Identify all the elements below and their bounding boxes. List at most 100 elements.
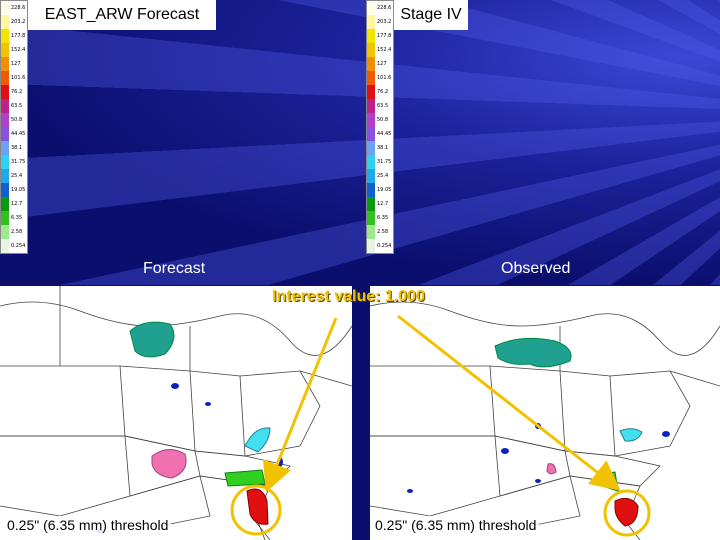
observed-label: Observed — [501, 260, 571, 277]
colorbar-swatch — [1, 29, 9, 43]
red-region — [246, 488, 269, 525]
colorbar-level: 12.7 — [1, 197, 27, 211]
colorbar-level: 228.6 — [367, 1, 393, 15]
colorbar-swatch — [367, 169, 375, 183]
colorbar-level: 38.1 — [1, 141, 27, 155]
colorbar-level: 44.45 — [1, 127, 27, 141]
colorbar-swatch — [367, 57, 375, 71]
colorbar-swatch — [367, 99, 375, 113]
colorbar-label: 50.8 — [377, 117, 389, 123]
colorbar-label: 228.6 — [377, 5, 392, 11]
colorbar-swatch — [367, 1, 375, 15]
colorbar-level: 203.2 — [1, 15, 27, 29]
colorbar-label: 152.4 — [11, 47, 26, 53]
colorbar-swatch — [1, 113, 9, 127]
colorbar-level: 25.4 — [367, 169, 393, 183]
colorbar-label: 76.2 — [11, 89, 23, 95]
colorbar-swatch — [1, 43, 9, 57]
colorbar-label: 203.2 — [377, 19, 392, 25]
background — [0, 0, 720, 285]
pink-region — [151, 449, 187, 479]
panel-divider — [352, 314, 370, 540]
colorbar-swatch — [1, 71, 9, 85]
colorbar-label: 50.8 — [11, 117, 23, 123]
colorbar-label: 152.4 — [377, 47, 392, 53]
colorbar-level: 2.58 — [367, 225, 393, 239]
colorbar-label: 228.6 — [11, 5, 26, 11]
cyan-region-observed — [619, 428, 643, 442]
colorbar-level: 31.75 — [1, 155, 27, 169]
colorbar-swatch — [367, 225, 375, 239]
colorbar-swatch — [367, 211, 375, 225]
threshold-right: 0.25" (6.35 mm) threshold — [372, 516, 540, 534]
colorbar-label: 19.05 — [377, 187, 392, 193]
colorbar-right: 228.6 203.2 177.8 152.4 127 101.6 76.2 63.5 50.8… — [366, 0, 394, 254]
colorbar-level: 101.6 — [367, 71, 393, 85]
colorbar-swatch — [1, 99, 9, 113]
colorbar-swatch — [1, 85, 9, 99]
colorbar-label: 6.35 — [11, 215, 23, 221]
colorbar-level: 76.2 — [367, 85, 393, 99]
pink-region-observed — [546, 463, 557, 475]
colorbar-label: 44.45 — [377, 131, 392, 137]
colorbar-level: 44.45 — [367, 127, 393, 141]
colorbar-swatch — [1, 141, 9, 155]
teal-region-observed — [494, 337, 572, 368]
colorbar-label: 12.7 — [377, 201, 389, 207]
colorbar-label: 2.58 — [377, 229, 389, 235]
colorbar-level: 6.35 — [1, 211, 27, 225]
stage-iv-title: Stage IV — [394, 0, 468, 30]
colorbar-label: 101.6 — [377, 75, 392, 81]
colorbar-level: 177.8 — [367, 29, 393, 43]
colorbar-level: 63.5 — [1, 99, 27, 113]
forecast-title: EAST_ARW Forecast — [28, 0, 216, 30]
colorbar-swatch — [1, 197, 9, 211]
colorbar-label: 2.58 — [11, 229, 23, 235]
colorbar-level: 63.5 — [367, 99, 393, 113]
colorbar-swatch — [367, 71, 375, 85]
colorbar-swatch — [1, 57, 9, 71]
red-region-observed — [614, 497, 639, 527]
colorbar-swatch — [1, 225, 9, 239]
colorbar-label: 6.35 — [377, 215, 389, 221]
colorbar-label: 63.5 — [11, 103, 23, 109]
colorbar-level: 2.58 — [1, 225, 27, 239]
colorbar-level: 6.35 — [367, 211, 393, 225]
colorbar-level: 127 — [1, 57, 27, 71]
colorbar-label: 25.4 — [11, 173, 23, 179]
green-region — [224, 469, 266, 487]
colorbar-level: 152.4 — [1, 43, 27, 57]
colorbar-label: 101.6 — [11, 75, 26, 81]
colorbar-label: 38.1 — [11, 145, 23, 151]
interest-value: Interest value: 1.000 — [272, 288, 425, 305]
colorbar-level: 0.254 — [367, 239, 393, 253]
colorbar-label: 31.75 — [377, 159, 392, 165]
observed-map — [370, 286, 720, 540]
teal-region — [129, 321, 175, 358]
colorbar-label: 127 — [11, 61, 21, 67]
colorbar-level: 76.2 — [1, 85, 27, 99]
colorbar-swatch — [1, 127, 9, 141]
forecast-map — [0, 286, 352, 540]
colorbar-swatch — [1, 15, 9, 29]
forecast-label: Forecast — [143, 260, 206, 277]
colorbar-swatch — [367, 43, 375, 57]
colorbar-level: 25.4 — [1, 169, 27, 183]
colorbar-swatch — [1, 155, 9, 169]
colorbar-label: 177.8 — [377, 33, 392, 39]
colorbar-level: 127 — [367, 57, 393, 71]
colorbar-level: 152.4 — [367, 43, 393, 57]
colorbar-label: 12.7 — [11, 201, 23, 207]
colorbar-label: 0.254 — [377, 243, 392, 249]
colorbar-level: 228.6 — [1, 1, 27, 15]
colorbar-level: 203.2 — [367, 15, 393, 29]
colorbar-label: 38.1 — [377, 145, 389, 151]
colorbar-level: 0.254 — [1, 239, 27, 253]
colorbar-level: 177.8 — [1, 29, 27, 43]
colorbar-label: 76.2 — [377, 89, 389, 95]
colorbar-label: 19.05 — [11, 187, 26, 193]
colorbar-swatch — [1, 183, 9, 197]
colorbar-level: 38.1 — [367, 141, 393, 155]
colorbar-swatch — [367, 15, 375, 29]
colorbar-swatch — [367, 141, 375, 155]
